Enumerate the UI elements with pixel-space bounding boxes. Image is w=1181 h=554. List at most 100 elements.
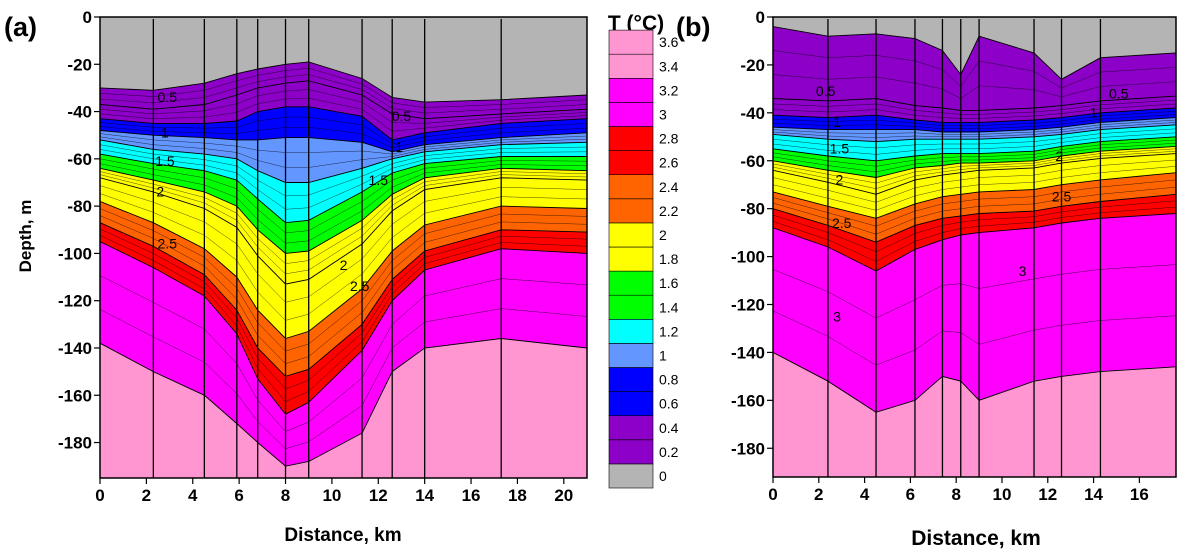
x-tick-label: 4 [860, 485, 870, 504]
panel-a-isotherms [100, 61, 587, 467]
colorbar-swatch [608, 415, 654, 441]
colorbar-swatches [608, 29, 654, 489]
contour-label: 2 [836, 172, 844, 188]
isotherm-minor-line [100, 97, 587, 132]
x-tick-label: 2 [142, 486, 151, 505]
panel-b-frame [772, 16, 1177, 478]
colorbar-swatch [608, 102, 654, 127]
colorbar-swatch [608, 343, 654, 368]
colorbar-swatch [608, 174, 654, 200]
contour-label: 3 [833, 308, 841, 324]
contour-label: 2.5 [1052, 188, 1072, 204]
y-tick-label: 0 [756, 8, 765, 27]
isotherm-minor-line [100, 144, 587, 197]
colorbar-tick-label: 3.2 [659, 82, 679, 98]
x-tick-label: 20 [554, 486, 573, 505]
colorbar-swatch [608, 463, 654, 489]
isotherm-line [100, 338, 587, 467]
x-tick-label: 2 [814, 485, 823, 504]
isotherm-minor-line [100, 193, 587, 321]
y-tick-label: -20 [740, 56, 765, 75]
isotherm-minor-line [100, 215, 587, 364]
isotherm-line [100, 139, 587, 183]
colorbar-tick-label: 0 [659, 468, 667, 484]
isotherm-minor-line [100, 158, 587, 234]
x-tick-label: 0 [95, 486, 104, 505]
x-tick-label: 10 [322, 486, 341, 505]
isotherm-minor-line [100, 67, 587, 108]
colorbar-tick-label: 2.6 [659, 155, 679, 171]
isotherm-line [100, 177, 587, 285]
y-tick-label: -20 [67, 55, 92, 74]
colorbar-tick-label: 1 [659, 347, 667, 363]
panel-b-station-lines [827, 19, 1102, 477]
panel-a-station-lines [152, 19, 502, 478]
colorbar-tick-label: 0.2 [659, 444, 679, 460]
isotherm-minor-line [100, 185, 587, 303]
colorbar-swatch [608, 150, 654, 176]
y-tick-label: -160 [731, 391, 765, 410]
contour-label: 1 [1090, 105, 1098, 121]
y-tick-label: -80 [740, 200, 765, 219]
colorbar-tick-label: 0.6 [659, 396, 679, 412]
colorbar-tick-label: 3.4 [659, 58, 679, 74]
temperature-band [773, 17, 1176, 80]
y-tick-label: -180 [58, 434, 92, 453]
y-tick-label: -100 [731, 248, 765, 267]
panel-a-y-axis-label: Depth, m [16, 200, 35, 273]
isotherm-minor-line [100, 275, 587, 432]
isotherm-minor-line [100, 308, 587, 450]
colorbar-tick-label: 1.4 [659, 299, 679, 315]
colorbar-swatch [608, 367, 654, 392]
contour-label: 1.5 [369, 172, 389, 188]
isotherm-minor-line [100, 149, 587, 210]
contour-label: 2 [1055, 148, 1063, 164]
x-tick-label: 14 [1084, 485, 1103, 504]
panel-b-contour-labels: 0.5 0.5 1 1 1.5 2 2 2.5 2.5 3 3 [816, 83, 1129, 324]
colorbar-swatch [608, 294, 654, 320]
x-tick-label: 14 [415, 486, 434, 505]
y-tick-label: -80 [67, 197, 92, 216]
isotherm-line [100, 167, 587, 254]
colorbar-tick-label: 3.6 [659, 34, 679, 50]
x-tick-label: 8 [281, 486, 290, 505]
colorbar-swatch [608, 222, 654, 248]
colorbar-tick-label: 1.6 [659, 275, 679, 291]
colorbar-swatch [608, 53, 654, 79]
y-tick-label: -60 [740, 152, 765, 171]
isotherm-minor-line [100, 208, 587, 352]
y-tick-label: 0 [83, 8, 92, 27]
colorbar-swatch [608, 318, 654, 344]
isotherm-line [100, 200, 587, 340]
colorbar-tick-label: 2.4 [659, 179, 679, 195]
x-tick-label: 18 [508, 486, 527, 505]
contour-label: 0.5 [158, 89, 178, 105]
colorbar-tick-label: 2.2 [659, 203, 679, 219]
isotherm-minor-line [100, 89, 587, 124]
contour-label: 1 [161, 125, 169, 141]
colorbar-tick-label: 1.8 [659, 251, 679, 267]
panel-a-label: (a) [4, 12, 37, 42]
panel-a-frame [99, 16, 588, 479]
colorbar-tick-label: 1.2 [659, 323, 679, 339]
x-tick-label: 12 [1038, 485, 1057, 504]
isotherm-line [100, 61, 587, 103]
y-tick-label: -160 [58, 386, 92, 405]
y-tick-label: -180 [731, 439, 765, 458]
isotherm-minor-line [100, 171, 587, 264]
colorbar-tick-label: 2.8 [659, 131, 679, 147]
isotherm-minor-line [100, 228, 587, 390]
colorbar-swatch [608, 391, 654, 417]
y-tick-label: -120 [58, 292, 92, 311]
y-tick-label: -140 [731, 343, 765, 362]
y-tick-label: -40 [740, 104, 765, 123]
x-tick-label: 6 [906, 485, 915, 504]
contour-label: 0.5 [392, 108, 412, 124]
contour-label: 1.5 [830, 141, 850, 157]
isotherm-line [100, 241, 587, 415]
contour-label: 1 [395, 139, 403, 155]
colorbar-swatch [608, 78, 654, 103]
